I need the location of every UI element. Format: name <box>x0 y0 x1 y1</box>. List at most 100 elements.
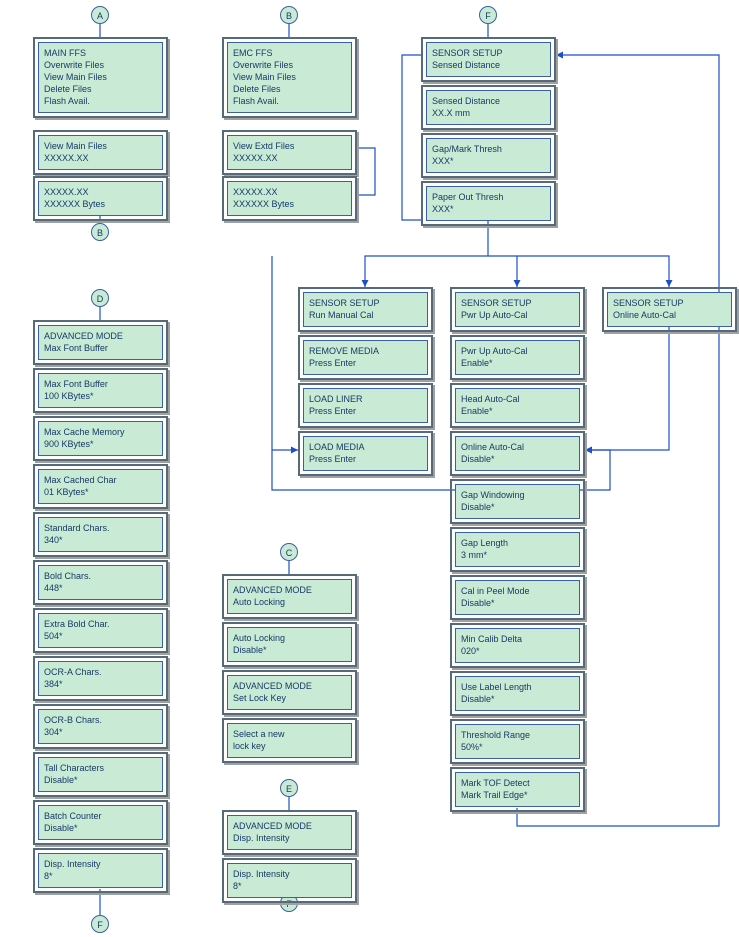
box-line: Max Font Buffer <box>44 342 157 354</box>
box-line: ADVANCED MODE <box>233 680 346 692</box>
box-line: Press Enter <box>309 357 422 369</box>
box-line: 304* <box>44 726 157 738</box>
box-D-9: Tall CharactersDisable* <box>33 752 168 797</box>
box-line: Tall Characters <box>44 762 157 774</box>
box-line: LOAD MEDIA <box>309 441 422 453</box>
box-line: Enable* <box>461 405 574 417</box>
arrow <box>272 256 298 450</box>
box-line: LOAD LINER <box>309 393 422 405</box>
box-line: 020* <box>461 645 574 657</box>
connector-B_top: B <box>280 6 298 24</box>
box-line: Run Manual Cal <box>309 309 422 321</box>
box-F_mid-4: Gap WindowingDisable* <box>450 479 585 524</box>
box-C-3: Select a newlock key <box>222 718 357 763</box>
box-line: Press Enter <box>309 453 422 465</box>
box-C-2: ADVANCED MODESet Lock Key <box>222 670 357 715</box>
box-E-1: Disp. Intensity8* <box>222 858 357 903</box>
connector-B_under_A: B <box>91 223 109 241</box>
box-D-6: Extra Bold Char.504* <box>33 608 168 653</box>
box-line: Auto Locking <box>233 632 346 644</box>
box-line: Disable* <box>461 453 574 465</box>
box-F_mid-0: SENSOR SETUPPwr Up Auto-Cal <box>450 287 585 332</box>
box-line: Online Auto-Cal <box>613 309 726 321</box>
box-line: Disable* <box>461 693 574 705</box>
box-line: 900 KBytes* <box>44 438 157 450</box>
connector-E_top: E <box>280 779 298 797</box>
box-line: Threshold Range <box>461 729 574 741</box>
connector-F_top: F <box>479 6 497 24</box>
box-D-0: ADVANCED MODEMax Font Buffer <box>33 320 168 365</box>
box-F_mid-8: Use Label LengthDisable* <box>450 671 585 716</box>
arrow <box>365 220 488 287</box>
box-line: SENSOR SETUP <box>432 47 545 59</box>
box-D-11: Disp. Intensity8* <box>33 848 168 893</box>
arrow <box>585 326 669 450</box>
box-line: 448* <box>44 582 157 594</box>
connector-F_under_D: F <box>91 915 109 933</box>
box-line: XXXXX.XX <box>233 186 346 198</box>
arrow <box>517 256 669 287</box>
box-line: Disable* <box>44 774 157 786</box>
box-F_left-1: REMOVE MEDIAPress Enter <box>298 335 433 380</box>
box-B-2: XXXXX.XXXXXXXX Bytes <box>222 176 357 221</box>
box-line: Delete Files <box>233 83 346 95</box>
box-line: Press Enter <box>309 405 422 417</box>
box-line: Set Lock Key <box>233 692 346 704</box>
box-line: ADVANCED MODE <box>233 820 346 832</box>
box-line: 01 KBytes* <box>44 486 157 498</box>
box-line: Standard Chars. <box>44 522 157 534</box>
box-line: XXXXX.XX <box>44 186 157 198</box>
box-line: Extra Bold Char. <box>44 618 157 630</box>
box-E-0: ADVANCED MODEDisp. Intensity <box>222 810 357 855</box>
box-F_head-3: Paper Out ThreshXXX* <box>421 181 556 226</box>
box-line: EMC FFS <box>233 47 346 59</box>
box-line: XXX* <box>432 203 545 215</box>
box-line: 3 mm* <box>461 549 574 561</box>
box-C-0: ADVANCED MODEAuto Locking <box>222 574 357 619</box>
box-line: View Extd Files <box>233 140 346 152</box>
box-line: Disable* <box>461 501 574 513</box>
box-F_left-2: LOAD LINERPress Enter <box>298 383 433 428</box>
box-line: Min Calib Delta <box>461 633 574 645</box>
box-line: XXXXX.XX <box>44 152 157 164</box>
box-A-0: MAIN FFSOverwrite FilesView Main FilesDe… <box>33 37 168 118</box>
box-line: Disable* <box>461 597 574 609</box>
box-line: 8* <box>44 870 157 882</box>
box-C-1: Auto LockingDisable* <box>222 622 357 667</box>
box-F_mid-1: Pwr Up Auto-CalEnable* <box>450 335 585 380</box>
box-line: XXX* <box>432 155 545 167</box>
connector-label: B <box>97 228 103 238</box>
box-F_mid-10: Mark TOF DetectMark Trail Edge* <box>450 767 585 812</box>
box-line: Cal in Peel Mode <box>461 585 574 597</box>
box-line: OCR-B Chars. <box>44 714 157 726</box>
box-line: 8* <box>233 880 346 892</box>
box-F_head-0: SENSOR SETUPSensed Distance <box>421 37 556 82</box>
box-D-4: Standard Chars.340* <box>33 512 168 557</box>
box-line: 50%* <box>461 741 574 753</box>
connector-label: F <box>97 920 103 930</box>
connector-label: C <box>286 548 293 558</box>
box-F_head-2: Gap/Mark ThreshXXX* <box>421 133 556 178</box>
box-line: Disable* <box>44 822 157 834</box>
box-line: Sensed Distance <box>432 95 545 107</box>
connector-C_top: C <box>280 543 298 561</box>
connector-D_top: D <box>91 289 109 307</box>
box-line: Pwr Up Auto-Cal <box>461 309 574 321</box>
box-F_mid-2: Head Auto-CalEnable* <box>450 383 585 428</box>
box-line: Mark Trail Edge* <box>461 789 574 801</box>
box-line: Disable* <box>233 644 346 656</box>
box-line: XX.X mm <box>432 107 545 119</box>
box-D-10: Batch CounterDisable* <box>33 800 168 845</box>
box-line: Delete Files <box>44 83 157 95</box>
box-A-2: XXXXX.XXXXXXXX Bytes <box>33 176 168 221</box>
box-line: Max Cached Char <box>44 474 157 486</box>
connector-label: D <box>97 294 104 304</box>
box-F_mid-7: Min Calib Delta020* <box>450 623 585 668</box>
box-line: Disp. Intensity <box>233 832 346 844</box>
box-line: Enable* <box>461 357 574 369</box>
box-line: Online Auto-Cal <box>461 441 574 453</box>
box-line: Sensed Distance <box>432 59 545 71</box>
box-line: 504* <box>44 630 157 642</box>
box-line: Max Font Buffer <box>44 378 157 390</box>
box-F_mid-3: Online Auto-CalDisable* <box>450 431 585 476</box>
